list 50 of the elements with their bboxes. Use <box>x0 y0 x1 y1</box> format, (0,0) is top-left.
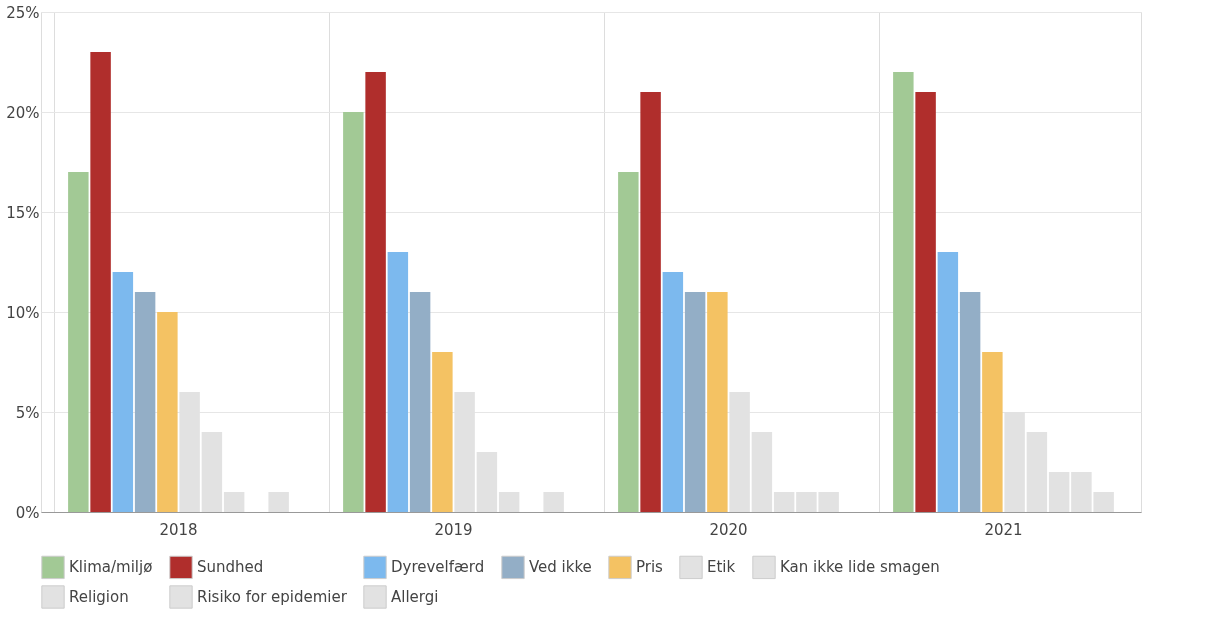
legend-label: Etik <box>707 558 736 577</box>
bar <box>1026 432 1048 512</box>
bar <box>432 352 453 512</box>
legend-label: Sundhed <box>197 558 264 577</box>
bar <box>751 432 773 512</box>
bar <box>476 452 498 512</box>
bar <box>773 492 795 512</box>
bar <box>982 352 1003 512</box>
bar <box>662 272 684 512</box>
bar <box>68 172 89 512</box>
legend-label: Religion <box>69 588 129 606</box>
bar <box>157 312 178 512</box>
bar <box>684 292 706 512</box>
legend-label: Kan ikke lide smagen <box>780 558 940 577</box>
bar <box>543 492 564 512</box>
x-tick-label: 2021 <box>984 520 1023 539</box>
bar <box>959 292 981 512</box>
bar <box>915 92 936 512</box>
x-tick-label: 2018 <box>159 520 198 539</box>
y-tick-label: 10% <box>6 303 40 322</box>
bar <box>707 292 728 512</box>
bar <box>409 292 431 512</box>
bar <box>223 492 245 512</box>
bar <box>640 92 661 512</box>
legend-label: Ved ikke <box>529 558 592 577</box>
bar <box>498 492 520 512</box>
bar <box>618 172 639 512</box>
bar <box>365 72 386 512</box>
bar <box>343 112 364 512</box>
bar <box>937 252 959 512</box>
legend-label: Pris <box>636 558 664 577</box>
y-tick-label: 15% <box>6 203 40 222</box>
legend-label: Klima/miljø <box>69 558 153 577</box>
legend-label: Dyrevelfærd <box>391 558 485 577</box>
bar <box>387 252 409 512</box>
bar <box>112 272 134 512</box>
bar <box>134 292 156 512</box>
bar <box>201 432 223 512</box>
y-tick-label: 25% <box>6 3 40 22</box>
y-tick-label: 5% <box>15 403 40 422</box>
y-tick-label: 20% <box>6 103 40 122</box>
bar <box>90 52 111 512</box>
x-tick-label: 2019 <box>434 520 473 539</box>
legend-label: Risiko for epidemier <box>197 588 348 606</box>
bar <box>268 492 289 512</box>
x-tick-label: 2020 <box>709 520 748 539</box>
y-tick-label: 0% <box>15 503 40 522</box>
bar <box>893 72 914 512</box>
bar <box>1048 472 1070 512</box>
legend-label: Allergi <box>391 588 439 606</box>
